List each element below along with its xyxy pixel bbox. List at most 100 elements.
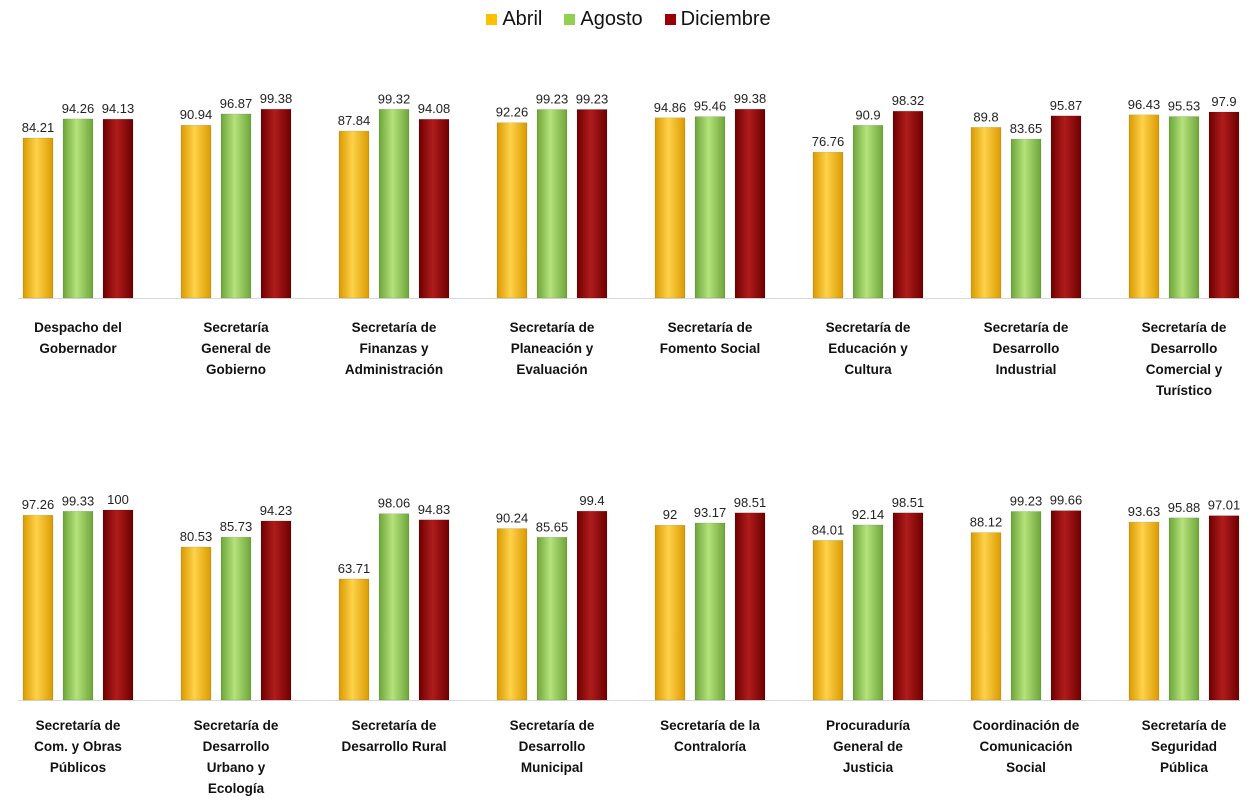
legend-item-agosto: Agosto xyxy=(564,8,643,31)
category-label-procuraduria-general-de-justicia-line-3: Justicia xyxy=(843,760,894,775)
category-label-secretaria-de-planeacion-y-evaluacion-line-1: Secretaría de xyxy=(510,320,595,335)
category-label-secretaria-de-desarrollo-industrial-line-2: Desarrollo xyxy=(993,341,1060,356)
category-label-coordinacion-de-comunicacion-social-line-2: Comunicación xyxy=(979,739,1072,754)
value-label-diciembre-secretaria-de-finanzas-y-administracion: 94.08 xyxy=(418,101,451,116)
value-label-diciembre-secretaria-de-fomento-social: 99.38 xyxy=(734,91,767,106)
bar-diciembre-secretaria-de-desarrollo-urbano-y-ecologia xyxy=(260,520,292,701)
bar-abril-secretaria-de-fomento-social xyxy=(654,117,686,299)
category-label-secretaria-de-educacion-y-cultura-line-2: Educación y xyxy=(828,341,908,356)
bar-diciembre-secretaria-de-la-contraloria xyxy=(734,512,766,701)
value-label-abril-secretaria-de-fomento-social: 94.86 xyxy=(654,100,687,115)
bar-abril-secretaria-de-la-contraloria xyxy=(654,524,686,701)
bar-agosto-secretaria-de-seguridad-publica xyxy=(1168,517,1200,701)
legend-item-abril: Abril xyxy=(486,8,542,31)
category-label-secretaria-de-desarrollo-comercial-y-turistico-line-3: Comercial y xyxy=(1146,362,1223,377)
category-label-secretaria-de-la-contraloria-line-2: Contraloría xyxy=(674,739,747,754)
value-label-abril-secretaria-de-seguridad-publica: 93.63 xyxy=(1128,504,1161,519)
value-label-agosto-secretaria-de-desarrollo-rural: 98.06 xyxy=(378,496,411,511)
category-label-despacho-del-gobernador-line-2: Gobernador xyxy=(39,341,117,356)
value-label-abril-secretaria-de-desarrollo-urbano-y-ecologia: 80.53 xyxy=(180,529,213,544)
category-label-secretaria-de-desarrollo-municipal-line-1: Secretaría de xyxy=(510,718,595,733)
category-label-secretaria-de-com-y-obras-publicos-line-3: Públicos xyxy=(50,760,106,775)
category-label-secretaria-de-desarrollo-urbano-y-ecologia-line-4: Ecología xyxy=(208,781,265,796)
value-label-abril-secretaria-de-desarrollo-industrial: 89.8 xyxy=(973,109,998,124)
bar-diciembre-secretaria-de-desarrollo-municipal xyxy=(576,510,608,701)
value-label-agosto-secretaria-de-finanzas-y-administracion: 99.32 xyxy=(378,91,411,106)
category-label-procuraduria-general-de-justicia-line-1: Procuraduría xyxy=(826,718,911,733)
bar-diciembre-secretaria-de-desarrollo-industrial xyxy=(1050,115,1082,299)
value-label-agosto-despacho-del-gobernador: 94.26 xyxy=(62,101,95,116)
value-label-agosto-secretaria-de-desarrollo-industrial: 83.65 xyxy=(1010,121,1043,136)
legend-label-agosto: Agosto xyxy=(580,8,643,30)
value-label-diciembre-secretaria-general-de-gobierno: 99.38 xyxy=(260,91,293,106)
bar-abril-procuraduria-general-de-justicia xyxy=(812,540,844,701)
value-label-diciembre-secretaria-de-desarrollo-urbano-y-ecologia: 94.23 xyxy=(260,503,293,518)
bar-diciembre-secretaria-general-de-gobierno xyxy=(260,108,292,299)
value-label-agosto-secretaria-de-seguridad-publica: 95.88 xyxy=(1168,500,1201,515)
category-label-secretaria-de-desarrollo-industrial-line-1: Secretaría de xyxy=(984,320,1069,335)
category-label-secretaria-de-planeacion-y-evaluacion-line-3: Evaluación xyxy=(516,362,587,377)
category-label-secretaria-de-desarrollo-urbano-y-ecologia-line-2: Desarrollo xyxy=(203,739,270,754)
bar-diciembre-secretaria-de-desarrollo-comercial-y-turistico xyxy=(1208,111,1240,299)
bar-abril-secretaria-de-desarrollo-rural xyxy=(338,578,370,701)
category-label-secretaria-de-desarrollo-urbano-y-ecologia-line-3: Urbano y xyxy=(207,760,266,775)
category-label-secretaria-de-com-y-obras-publicos-line-2: Com. y Obras xyxy=(34,739,122,754)
value-label-diciembre-secretaria-de-planeacion-y-evaluacion: 99.23 xyxy=(576,91,609,106)
value-label-diciembre-procuraduria-general-de-justicia: 98.51 xyxy=(892,495,925,510)
value-label-abril-despacho-del-gobernador: 84.21 xyxy=(22,120,55,135)
category-label-secretaria-de-la-contraloria-line-1: Secretaría de la xyxy=(660,718,760,733)
value-label-diciembre-secretaria-de-desarrollo-industrial: 95.87 xyxy=(1050,98,1083,113)
bar-agosto-secretaria-de-fomento-social xyxy=(694,116,726,299)
category-label-secretaria-de-desarrollo-comercial-y-turistico-line-1: Secretaría de xyxy=(1142,320,1227,335)
value-label-agosto-secretaria-de-desarrollo-comercial-y-turistico: 95.53 xyxy=(1168,98,1201,113)
value-label-agosto-secretaria-de-desarrollo-municipal: 85.65 xyxy=(536,519,569,534)
value-label-diciembre-secretaria-de-la-contraloria: 98.51 xyxy=(734,495,767,510)
category-label-procuraduria-general-de-justicia-line-2: General de xyxy=(833,739,903,754)
bar-abril-despacho-del-gobernador xyxy=(22,137,54,299)
category-label-secretaria-de-educacion-y-cultura-line-1: Secretaría de xyxy=(826,320,911,335)
category-label-secretaria-de-desarrollo-rural-line-1: Secretaría de xyxy=(352,718,437,733)
value-label-abril-secretaria-de-finanzas-y-administracion: 87.84 xyxy=(338,113,371,128)
bar-abril-secretaria-de-desarrollo-industrial xyxy=(970,127,1002,299)
category-label-secretaria-de-seguridad-publica-line-1: Secretaría de xyxy=(1142,718,1227,733)
category-label-secretaria-de-desarrollo-municipal-line-3: Municipal xyxy=(521,760,583,775)
legend-swatch-agosto xyxy=(564,14,576,25)
bar-diciembre-secretaria-de-finanzas-y-administracion xyxy=(418,118,450,299)
bar-agosto-secretaria-de-desarrollo-rural xyxy=(378,513,410,701)
category-label-secretaria-de-educacion-y-cultura-line-3: Cultura xyxy=(844,362,892,377)
bar-agosto-despacho-del-gobernador xyxy=(62,118,94,299)
category-label-secretaria-de-finanzas-y-administracion-line-3: Administración xyxy=(345,362,443,377)
category-label-secretaria-de-desarrollo-rural-line-2: Desarrollo Rural xyxy=(341,739,446,754)
bar-abril-secretaria-de-planeacion-y-evaluacion xyxy=(496,122,528,299)
category-label-secretaria-de-finanzas-y-administracion-line-1: Secretaría de xyxy=(352,320,437,335)
bar-diciembre-coordinacion-de-comunicacion-social xyxy=(1050,510,1082,701)
bar-agosto-secretaria-general-de-gobierno xyxy=(220,113,252,299)
value-label-agosto-secretaria-de-la-contraloria: 93.17 xyxy=(694,505,727,520)
value-label-diciembre-secretaria-de-educacion-y-cultura: 98.32 xyxy=(892,93,925,108)
bar-agosto-secretaria-de-planeacion-y-evaluacion xyxy=(536,109,568,299)
category-label-secretaria-de-planeacion-y-evaluacion-line-2: Planeación y xyxy=(511,341,594,356)
value-label-abril-coordinacion-de-comunicacion-social: 88.12 xyxy=(970,515,1003,530)
category-label-secretaria-general-de-gobierno-line-1: Secretaría xyxy=(203,320,269,335)
bar-abril-secretaria-de-desarrollo-municipal xyxy=(496,528,528,701)
category-label-secretaria-general-de-gobierno-line-3: Gobierno xyxy=(206,362,266,377)
bar-abril-secretaria-de-desarrollo-urbano-y-ecologia xyxy=(180,546,212,701)
bar-agosto-secretaria-de-desarrollo-industrial xyxy=(1010,138,1042,299)
category-label-secretaria-de-fomento-social-line-2: Fomento Social xyxy=(660,341,761,356)
category-label-secretaria-de-com-y-obras-publicos-line-1: Secretaría de xyxy=(36,718,121,733)
bar-agosto-secretaria-de-finanzas-y-administracion xyxy=(378,108,410,299)
value-label-diciembre-coordinacion-de-comunicacion-social: 99.66 xyxy=(1050,493,1083,508)
bar-agosto-secretaria-de-desarrollo-urbano-y-ecologia xyxy=(220,536,252,701)
value-label-abril-secretaria-de-la-contraloria: 92 xyxy=(663,507,677,522)
value-label-abril-secretaria-de-planeacion-y-evaluacion: 92.26 xyxy=(496,105,529,120)
bar-abril-secretaria-de-educacion-y-cultura xyxy=(812,151,844,299)
bar-agosto-secretaria-de-desarrollo-comercial-y-turistico xyxy=(1168,116,1200,299)
legend-swatch-diciembre xyxy=(664,14,676,25)
category-label-secretaria-general-de-gobierno-line-2: General de xyxy=(201,341,271,356)
value-label-diciembre-secretaria-de-desarrollo-rural: 94.83 xyxy=(418,502,451,517)
category-label-secretaria-de-desarrollo-urbano-y-ecologia-line-1: Secretaría de xyxy=(194,718,279,733)
category-label-coordinacion-de-comunicacion-social-line-3: Social xyxy=(1006,760,1046,775)
bar-diciembre-secretaria-de-educacion-y-cultura xyxy=(892,110,924,299)
category-label-secretaria-de-seguridad-publica-line-2: Seguridad xyxy=(1151,739,1217,754)
